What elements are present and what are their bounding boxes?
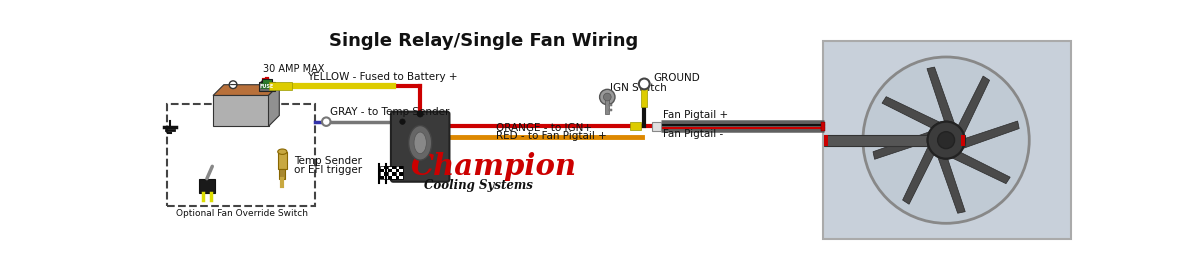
Bar	[391, 169, 396, 172]
Bar	[396, 166, 400, 169]
Bar	[821, 122, 826, 131]
Polygon shape	[926, 67, 954, 123]
Bar	[396, 172, 400, 176]
Bar	[391, 172, 396, 176]
Circle shape	[418, 111, 424, 117]
Bar	[380, 169, 384, 172]
Polygon shape	[872, 132, 929, 159]
Text: FUSE: FUSE	[260, 84, 274, 89]
Polygon shape	[269, 85, 280, 126]
Bar	[961, 135, 965, 145]
Text: ×: ×	[260, 80, 268, 90]
Bar	[167, 104, 314, 206]
Bar	[388, 172, 391, 176]
Text: Optional Fan Override Switch: Optional Fan Override Switch	[175, 209, 307, 218]
Bar	[388, 166, 391, 169]
Text: GRAY - to Temp Sender: GRAY - to Temp Sender	[330, 107, 450, 117]
Text: Fan Pigtail +: Fan Pigtail +	[662, 110, 728, 120]
Bar	[605, 97, 610, 114]
Bar	[641, 84, 647, 107]
Polygon shape	[214, 85, 280, 95]
Bar	[391, 169, 396, 172]
Text: ORANGE - to IGN+: ORANGE - to IGN+	[496, 123, 592, 133]
Bar	[260, 83, 274, 89]
Polygon shape	[882, 97, 940, 128]
Circle shape	[229, 81, 236, 89]
Bar	[388, 176, 391, 179]
Bar	[400, 176, 403, 179]
Circle shape	[937, 132, 954, 148]
Circle shape	[928, 122, 965, 159]
Bar	[824, 135, 828, 145]
Bar	[823, 41, 1070, 240]
Text: RED - to Fan Pigtail +: RED - to Fan Pigtail +	[496, 131, 606, 140]
Bar	[384, 172, 388, 176]
Ellipse shape	[277, 149, 287, 154]
Bar	[396, 169, 400, 172]
Bar	[400, 169, 403, 172]
Bar	[391, 176, 396, 179]
Bar	[388, 169, 391, 172]
Bar	[391, 166, 396, 169]
Ellipse shape	[409, 126, 432, 160]
Circle shape	[600, 89, 616, 105]
Bar	[380, 172, 384, 176]
Bar	[280, 169, 286, 179]
Bar	[262, 79, 272, 85]
Polygon shape	[938, 158, 965, 213]
Bar	[380, 176, 384, 179]
Ellipse shape	[414, 132, 426, 154]
Bar	[391, 172, 396, 176]
Bar	[400, 172, 403, 176]
Bar	[384, 169, 388, 172]
Text: Cooling Systems: Cooling Systems	[424, 179, 533, 192]
Bar	[214, 95, 269, 126]
Text: 30 AMP MAX: 30 AMP MAX	[263, 64, 324, 74]
Bar	[630, 123, 641, 130]
Text: −: −	[228, 80, 238, 90]
Bar	[380, 166, 384, 169]
Polygon shape	[959, 76, 990, 134]
Bar	[610, 104, 612, 106]
Bar	[388, 166, 403, 179]
Text: YELLOW - Fused to Battery +: YELLOW - Fused to Battery +	[307, 72, 457, 82]
Bar	[652, 122, 661, 131]
Bar	[400, 166, 403, 169]
Bar	[396, 176, 400, 179]
Circle shape	[322, 117, 330, 126]
Bar	[277, 152, 287, 169]
Circle shape	[928, 122, 965, 159]
Bar	[384, 166, 388, 169]
Text: GROUND: GROUND	[654, 73, 701, 83]
Text: or EFI trigger: or EFI trigger	[294, 165, 362, 175]
Polygon shape	[964, 121, 1019, 148]
Polygon shape	[902, 147, 934, 204]
Circle shape	[638, 79, 649, 89]
Text: Temp Sender: Temp Sender	[294, 156, 361, 166]
Bar	[824, 135, 965, 145]
Polygon shape	[953, 152, 1010, 184]
Bar	[380, 166, 396, 179]
Circle shape	[400, 119, 406, 124]
Bar	[388, 169, 391, 172]
Circle shape	[863, 57, 1030, 223]
Text: IGN Switch: IGN Switch	[611, 83, 667, 93]
Bar	[610, 108, 612, 111]
Circle shape	[260, 81, 268, 89]
Bar	[384, 176, 388, 179]
Text: Single Relay/Single Fan Wiring: Single Relay/Single Fan Wiring	[330, 32, 638, 50]
Bar	[199, 179, 215, 193]
Bar	[388, 176, 391, 179]
Circle shape	[604, 93, 611, 101]
Bar	[388, 166, 391, 169]
Text: Champion: Champion	[410, 152, 577, 181]
Bar	[391, 176, 396, 179]
Bar	[391, 166, 396, 169]
FancyBboxPatch shape	[391, 112, 450, 182]
Bar	[388, 172, 391, 176]
Text: Fan Pigtail -: Fan Pigtail -	[662, 129, 722, 139]
Bar	[259, 82, 275, 91]
Bar	[269, 83, 292, 90]
